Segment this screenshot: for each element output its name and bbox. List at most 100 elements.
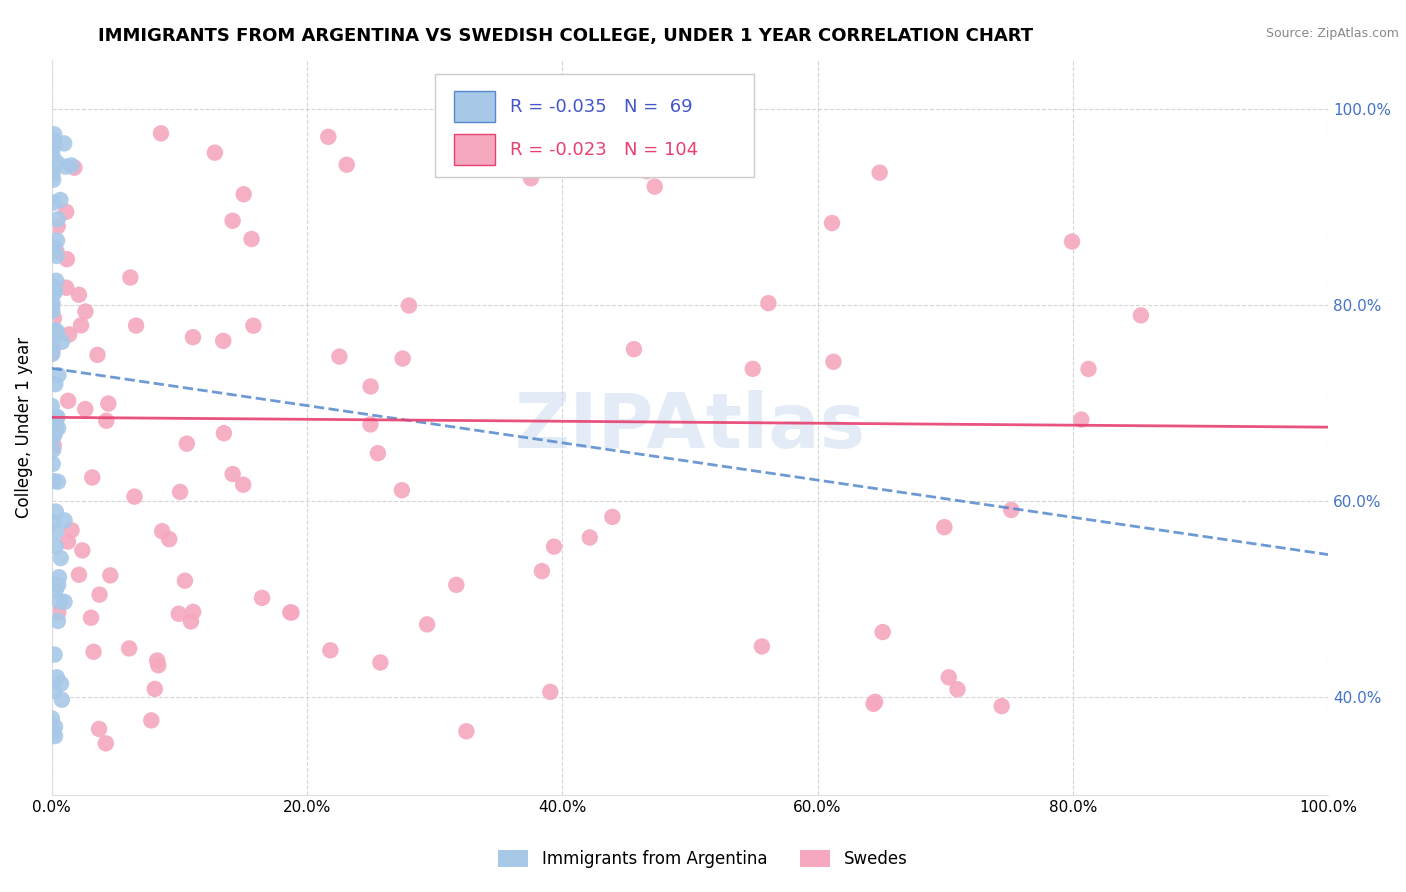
Point [391, 351, 413, 366]
Point [250, 591, 273, 605]
Point [67, 287, 90, 301]
Point [45, 524, 67, 539]
Point [44, 377, 66, 392]
Point [741, 361, 763, 376]
Point [446, 578, 468, 592]
Point [141, 714, 163, 728]
Point [41, 399, 63, 413]
Point [120, 270, 142, 285]
Point [280, 606, 302, 620]
Point [56, 534, 79, 549]
Point [1077, 362, 1099, 376]
Point [45, 324, 67, 338]
Text: IMMIGRANTS FROM ARGENTINA VS SWEDISH COLLEGE, UNDER 1 YEAR CORRELATION CHART: IMMIGRANTS FROM ARGENTINA VS SWEDISH COL… [98, 27, 1033, 45]
Point [98, 568, 121, 582]
Point [520, 171, 543, 186]
Point [221, 467, 243, 481]
Point [56, 252, 79, 267]
Point [538, 154, 561, 169]
Point [97, 396, 120, 410]
Point [45, 411, 67, 425]
Point [41, 167, 63, 181]
Point [55, 204, 77, 219]
Point [41, 339, 63, 353]
Point [55, 160, 77, 174]
Point [872, 625, 894, 640]
Point [360, 379, 382, 393]
Point [42, 279, 65, 293]
Point [42, 172, 65, 186]
Point [602, 510, 624, 524]
Point [370, 656, 392, 670]
Point [56, 393, 79, 408]
Point [53, 595, 76, 609]
Point [280, 606, 302, 620]
Point [41, 165, 63, 179]
Point [42, 474, 65, 488]
Point [44, 128, 66, 142]
Point [149, 127, 172, 141]
Point [46, 219, 69, 234]
Point [42, 439, 65, 453]
Point [42, 725, 65, 739]
Point [44, 648, 66, 662]
Point [212, 426, 235, 441]
Point [181, 605, 204, 619]
Point [63, 161, 86, 175]
Point [44, 285, 66, 300]
Point [124, 490, 146, 504]
Text: R = -0.035   N =  69: R = -0.035 N = 69 [510, 97, 693, 116]
Point [75, 402, 97, 417]
Point [204, 145, 226, 160]
Point [174, 574, 197, 588]
Point [45, 539, 67, 553]
Point [1070, 412, 1092, 426]
Point [46, 606, 69, 620]
Point [58, 327, 80, 342]
Point [70, 318, 93, 333]
Point [42, 323, 65, 337]
Point [157, 532, 180, 546]
Point [416, 617, 439, 632]
Point [44, 241, 66, 255]
Point [751, 640, 773, 654]
Point [55, 281, 77, 295]
Point [46, 614, 69, 628]
Point [83, 645, 105, 659]
Point [86, 348, 108, 362]
Point [41, 457, 63, 471]
Point [41, 346, 63, 360]
Point [42, 429, 65, 443]
Point [42, 195, 65, 210]
Point [44, 720, 66, 734]
Point [49, 676, 72, 690]
Point [46, 475, 69, 489]
Point [821, 216, 844, 230]
Point [316, 129, 339, 144]
Point [1060, 235, 1083, 249]
Point [44, 426, 66, 441]
Point [221, 213, 243, 227]
Point [543, 540, 565, 554]
Point [336, 158, 359, 172]
Point [1129, 309, 1152, 323]
Point [46, 212, 69, 227]
Point [990, 699, 1012, 714]
Point [48, 594, 70, 608]
Point [60, 523, 83, 537]
Point [51, 334, 73, 349]
Point [46, 155, 69, 169]
Point [48, 570, 70, 584]
Point [41, 578, 63, 592]
Point [41, 282, 63, 296]
Point [41, 304, 63, 318]
Point [367, 446, 389, 460]
Point [242, 318, 264, 333]
Point [41, 515, 63, 529]
Point [41, 423, 63, 437]
Point [42, 442, 65, 457]
Point [578, 531, 600, 545]
Point [42, 134, 65, 148]
Point [46, 578, 69, 592]
Point [150, 524, 173, 539]
